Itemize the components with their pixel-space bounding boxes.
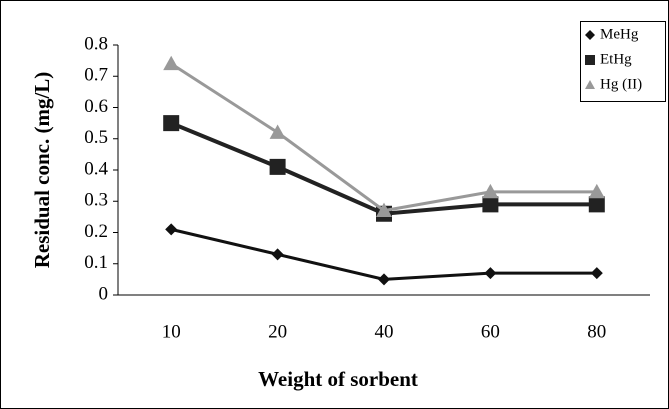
x-tick-label: 80 (587, 321, 606, 342)
point (482, 196, 499, 213)
y-axis-label: Residual conc. (mg/L) (30, 72, 54, 269)
point (378, 273, 390, 286)
point (269, 124, 286, 139)
y-tick-label: 0.3 (84, 190, 108, 211)
legend-label: EtHg (600, 51, 632, 67)
y-tick-label: 0.5 (84, 127, 108, 148)
point (588, 196, 605, 213)
y-tick-label: 0.8 (84, 33, 108, 54)
point (585, 80, 595, 89)
point (163, 115, 180, 132)
point (482, 183, 499, 199)
point (269, 158, 286, 175)
legend-label: MeHg (600, 26, 639, 42)
x-tick-label: 20 (268, 321, 287, 342)
y-tick-label: 0.2 (84, 221, 108, 242)
y-tick-label: 0 (99, 283, 109, 304)
y-tick-label: 0.4 (84, 158, 108, 179)
x-tick-label: 60 (481, 321, 500, 342)
point (271, 248, 284, 261)
y-tick-label: 0.1 (84, 252, 108, 273)
x-axis-label: Weight of sorbent (258, 367, 418, 391)
point (585, 30, 595, 40)
point (585, 55, 595, 65)
x-tick-label: 10 (162, 321, 181, 342)
point (484, 267, 497, 280)
point (590, 267, 603, 280)
point (165, 223, 178, 236)
y-tick-label: 0.6 (84, 96, 108, 117)
legend-label: Hg (II) (600, 76, 642, 92)
point (163, 55, 180, 71)
point (588, 183, 605, 199)
x-tick-label: 40 (375, 321, 394, 342)
y-tick-label: 0.7 (84, 65, 108, 86)
point (376, 202, 392, 218)
